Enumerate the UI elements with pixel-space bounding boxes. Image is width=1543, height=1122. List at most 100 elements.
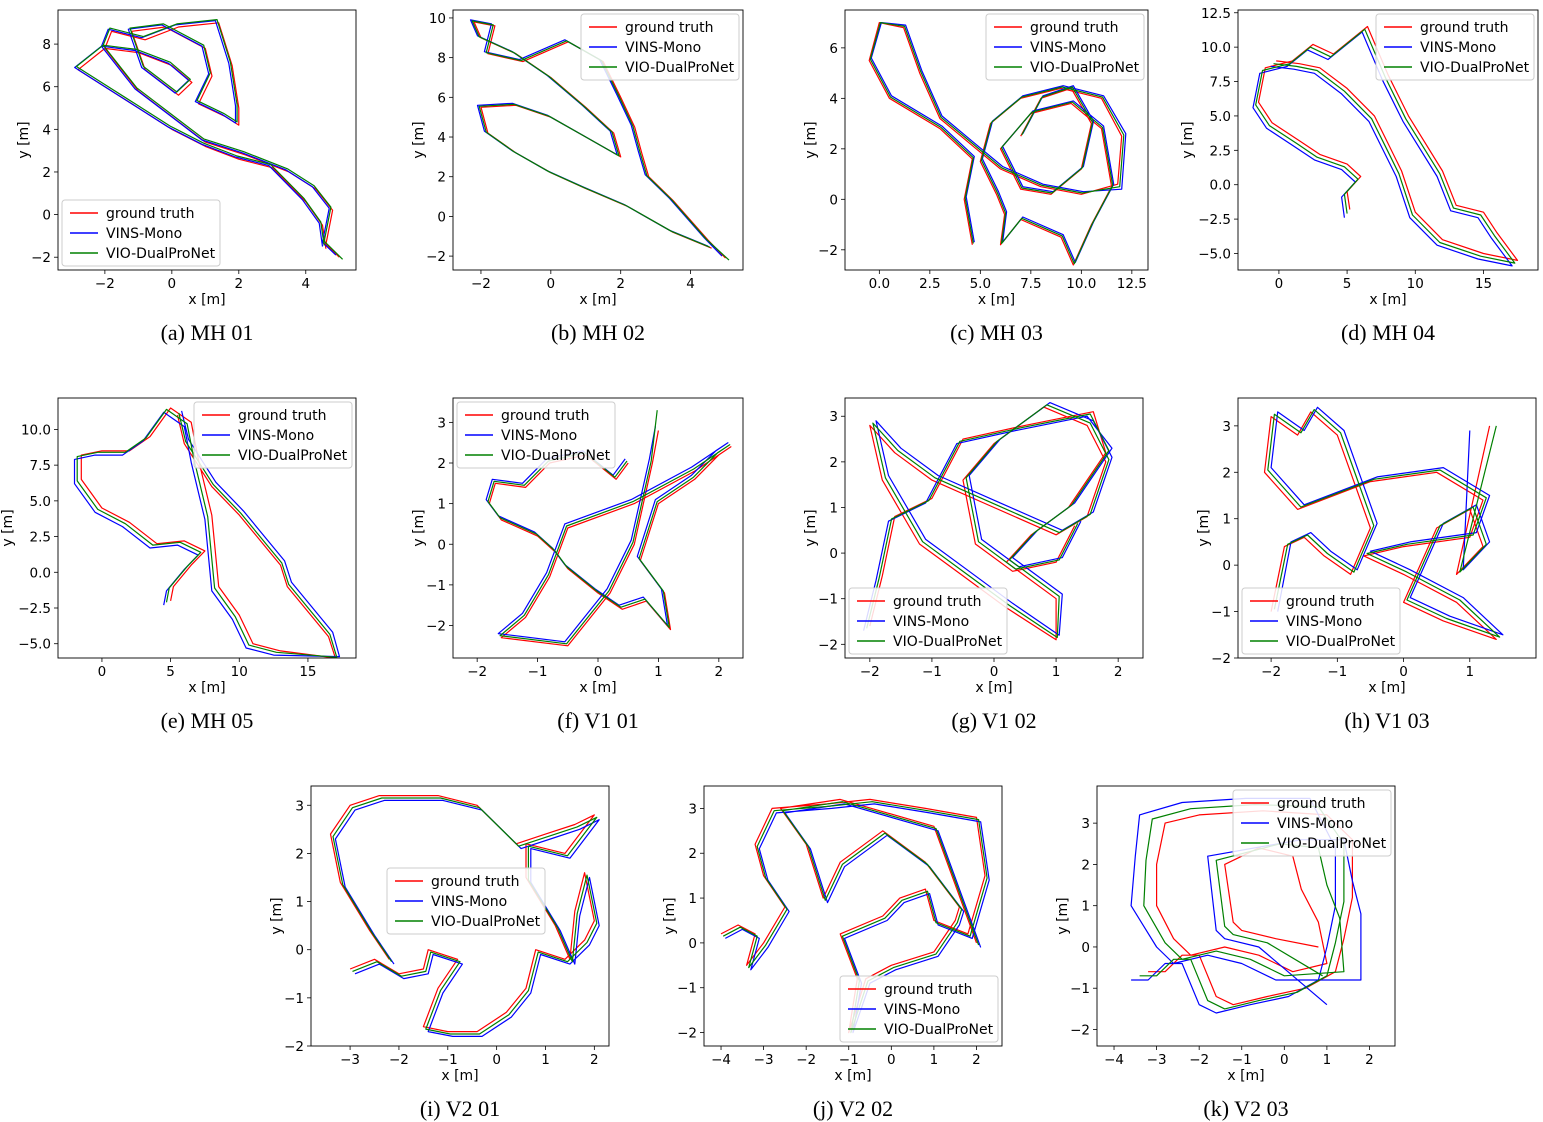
legend-entry-1: VINS-Mono — [1286, 614, 1362, 630]
y-tick-label: 0.0 — [1210, 178, 1231, 194]
chart-panel-4: 0 5 10 15 −5.0 −2.5 0.0 2.5 5.0 7.5 10.0 x [m] y [m]… — [0, 397, 357, 733]
y-tick-label: 2 — [829, 142, 838, 158]
axes-frame — [57, 397, 357, 659]
y-tick-label: 3 — [437, 415, 446, 431]
y-tick-label: 10.0 — [1201, 40, 1231, 56]
y-tick-label: 2.5 — [30, 530, 51, 546]
series-line-2 — [866, 404, 1110, 639]
y-tick-label: 3 — [1081, 816, 1090, 832]
x-tick-label: 0 — [98, 664, 107, 680]
x-tick-label: 2 — [1365, 1052, 1374, 1068]
y-tick-label: 8 — [42, 37, 51, 53]
axes-frame — [1237, 9, 1539, 271]
y-tick-label: −2 — [1070, 1022, 1090, 1038]
y-tick-label: 2 — [295, 846, 304, 862]
x-axis-label: x [m] — [579, 292, 616, 308]
series-line-1 — [74, 20, 337, 256]
series-line-2 — [75, 19, 344, 260]
x-axis-label: x [m] — [1368, 680, 1405, 696]
x-axis-label: x [m] — [834, 1068, 871, 1084]
legend: ground truth VINS-Mono VIO-DualProNet — [1375, 13, 1535, 81]
x-tick-label: 5.0 — [970, 276, 991, 292]
y-axis-label: y [m] — [803, 121, 819, 158]
legend-entry-1: VINS-Mono — [501, 428, 577, 444]
x-tick-label: −2 — [467, 664, 487, 680]
y-tick-label: −2 — [426, 249, 446, 265]
subfigure-caption: (i) V2 01 — [420, 1096, 500, 1121]
y-tick-label: −2.5 — [1198, 212, 1231, 228]
y-tick-label: 10 — [429, 11, 446, 27]
y-tick-label: −2 — [818, 637, 838, 653]
x-tick-label: 2 — [1114, 664, 1123, 680]
x-tick-label: 1 — [1323, 1052, 1332, 1068]
legend-entry-2: VIO-DualProNet — [431, 914, 541, 930]
x-tick-label: 0 — [492, 1052, 501, 1068]
legend-entry-0: ground truth — [1420, 20, 1508, 36]
legend-box — [456, 401, 616, 469]
series-line-0 — [329, 795, 595, 1033]
y-tick-label: 6 — [437, 90, 446, 106]
legend-entry-2: VIO-DualProNet — [501, 448, 611, 464]
y-tick-label: 0 — [829, 546, 838, 562]
y-tick-label: 0 — [437, 209, 446, 225]
x-tick-label: −2 — [1189, 1052, 1209, 1068]
x-tick-label: 2 — [972, 1052, 981, 1068]
y-tick-label: 2 — [688, 846, 697, 862]
y-tick-label: 2.5 — [1210, 143, 1231, 159]
legend-entry-0: ground truth — [1286, 594, 1374, 610]
y-tick-label: −1 — [426, 578, 446, 594]
legend: ground truth VINS-Mono VIO-DualProNet — [985, 13, 1145, 81]
y-axis-label: y [m] — [0, 509, 16, 546]
legend: ground truth VINS-Mono VIO-DualProNet — [386, 867, 546, 935]
x-tick-label: 4 — [301, 276, 310, 292]
legend: ground truth VINS-Mono VIO-DualProNet — [1241, 587, 1401, 655]
series-line-2 — [76, 408, 338, 658]
legend: ground truth VINS-Mono VIO-DualProNet — [580, 13, 740, 81]
y-axis-label: y [m] — [1055, 897, 1071, 934]
y-tick-label: −1 — [1070, 981, 1090, 997]
chart-panel-9: −4 −3 −2 −1 0 1 2 −2 −1 0 1 2 3 x [m] y [m] ground trut… — [662, 785, 1003, 1121]
legend-entry-0: ground truth — [501, 408, 589, 424]
y-axis-label: y [m] — [411, 121, 427, 158]
x-tick-label: 0 — [168, 276, 177, 292]
x-tick-label: 1 — [930, 1052, 939, 1068]
series-line-1 — [334, 799, 600, 1037]
legend-entry-2: VIO-DualProNet — [893, 634, 1003, 650]
x-tick-label: 0 — [1280, 1052, 1289, 1068]
y-tick-label: 4 — [829, 91, 838, 107]
x-tick-label: 0 — [887, 1052, 896, 1068]
x-tick-label: −2 — [95, 276, 115, 292]
legend-entry-0: ground truth — [431, 874, 519, 890]
legend-box — [1241, 587, 1401, 655]
series-line-1 — [73, 410, 341, 658]
x-tick-label: 0 — [594, 664, 603, 680]
legend-entry-2: VIO-DualProNet — [1030, 60, 1140, 76]
y-tick-label: 12.5 — [1201, 6, 1231, 22]
y-tick-label: 1 — [1081, 899, 1090, 915]
legend-entry-2: VIO-DualProNet — [884, 1022, 994, 1038]
x-tick-label: −2 — [860, 664, 880, 680]
x-tick-label: −1 — [1232, 1052, 1252, 1068]
y-tick-label: 2 — [437, 456, 446, 472]
y-tick-label: 3 — [1222, 419, 1231, 435]
y-tick-label: 4 — [437, 130, 446, 146]
series-line-2 — [869, 22, 1125, 265]
legend-box — [193, 401, 353, 469]
y-tick-label: 3 — [295, 798, 304, 814]
x-tick-label: −2 — [796, 1052, 816, 1068]
series-line-1 — [870, 22, 1127, 263]
axes-frame — [703, 785, 1003, 1047]
legend-entry-1: VINS-Mono — [1030, 40, 1106, 56]
axes-frame — [57, 9, 357, 271]
legend-entry-1: VINS-Mono — [893, 614, 969, 630]
legend: ground truth VINS-Mono VIO-DualProNet — [61, 199, 221, 267]
x-tick-label: −4 — [711, 1052, 731, 1068]
legend-entry-1: VINS-Mono — [431, 894, 507, 910]
y-axis-label: y [m] — [1180, 121, 1196, 158]
series-line-0 — [868, 22, 1123, 266]
chart-panel-6: −2 −1 0 1 2 −2 −1 0 1 2 3 x [m] y [m] ground truth VIN… — [803, 397, 1144, 733]
y-tick-label: 6 — [42, 80, 51, 96]
x-tick-label: 1 — [1465, 664, 1474, 680]
y-tick-label: 2 — [829, 455, 838, 471]
legend-entry-0: ground truth — [884, 982, 972, 998]
